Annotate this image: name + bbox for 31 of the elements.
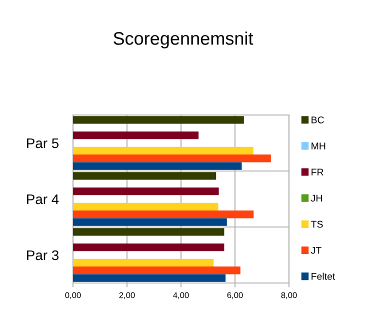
bar	[73, 274, 226, 282]
x-tick-label: 0,00	[65, 292, 81, 300]
bar	[73, 243, 224, 252]
bar	[73, 228, 224, 236]
legend-label: JT	[310, 246, 322, 254]
bar	[73, 146, 254, 155]
bar	[73, 210, 254, 218]
x-tick-label: 8,00	[281, 292, 297, 300]
legend-label: FR	[312, 168, 324, 176]
bar	[73, 131, 199, 140]
legend-label: Feltet	[312, 272, 336, 280]
legend-label: JH	[310, 194, 322, 202]
y-tick-label: Par 5	[27, 138, 59, 148]
y-tick-label: Par 3	[27, 250, 58, 260]
bar	[73, 116, 244, 124]
bar	[73, 202, 218, 211]
legend-label: MH	[312, 142, 326, 150]
bar	[73, 218, 227, 226]
legend-label: BC	[312, 116, 324, 124]
x-tick-label: 2,00	[119, 292, 135, 300]
legend-label: TS	[311, 220, 323, 228]
bar	[73, 258, 214, 267]
x-tick-label: 6,00	[227, 292, 243, 300]
bar	[73, 266, 240, 274]
y-tick-label: Par 4	[27, 194, 59, 204]
chart-title: Scoregennemsnit	[114, 32, 254, 48]
bar	[73, 187, 219, 196]
x-tick-label: 4,00	[173, 292, 189, 300]
bar	[73, 172, 216, 180]
bar	[73, 162, 242, 170]
bar	[73, 154, 271, 162]
